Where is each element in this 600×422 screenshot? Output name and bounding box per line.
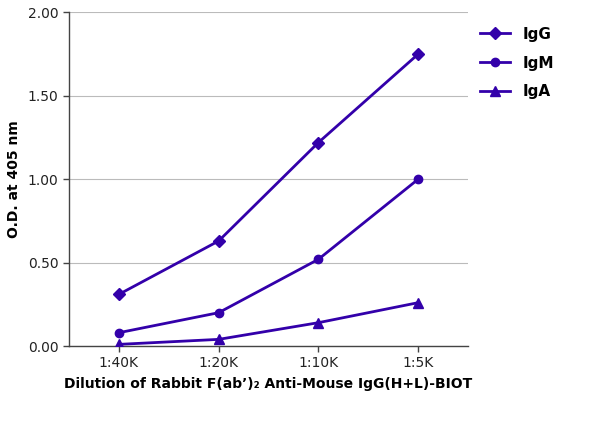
Legend: IgG, IgM, IgA: IgG, IgM, IgA: [479, 27, 554, 99]
Line: IgA: IgA: [114, 298, 423, 349]
IgG: [315, 140, 322, 145]
IgA: [315, 320, 322, 325]
Line: IgM: IgM: [115, 175, 422, 337]
IgM: [215, 310, 222, 315]
IgA: [415, 300, 422, 305]
IgG: [215, 238, 222, 243]
IgA: [215, 337, 222, 342]
IgM: [115, 330, 122, 335]
Y-axis label: O.D. at 405 nm: O.D. at 405 nm: [7, 120, 21, 238]
IgM: [415, 177, 422, 182]
X-axis label: Dilution of Rabbit F(ab’)₂ Anti-Mouse IgG(H+L)-BIOT: Dilution of Rabbit F(ab’)₂ Anti-Mouse Ig…: [64, 377, 473, 391]
IgM: [315, 257, 322, 262]
IgA: [115, 342, 122, 347]
IgG: [415, 51, 422, 57]
IgG: [115, 292, 122, 297]
Line: IgG: IgG: [115, 50, 422, 298]
